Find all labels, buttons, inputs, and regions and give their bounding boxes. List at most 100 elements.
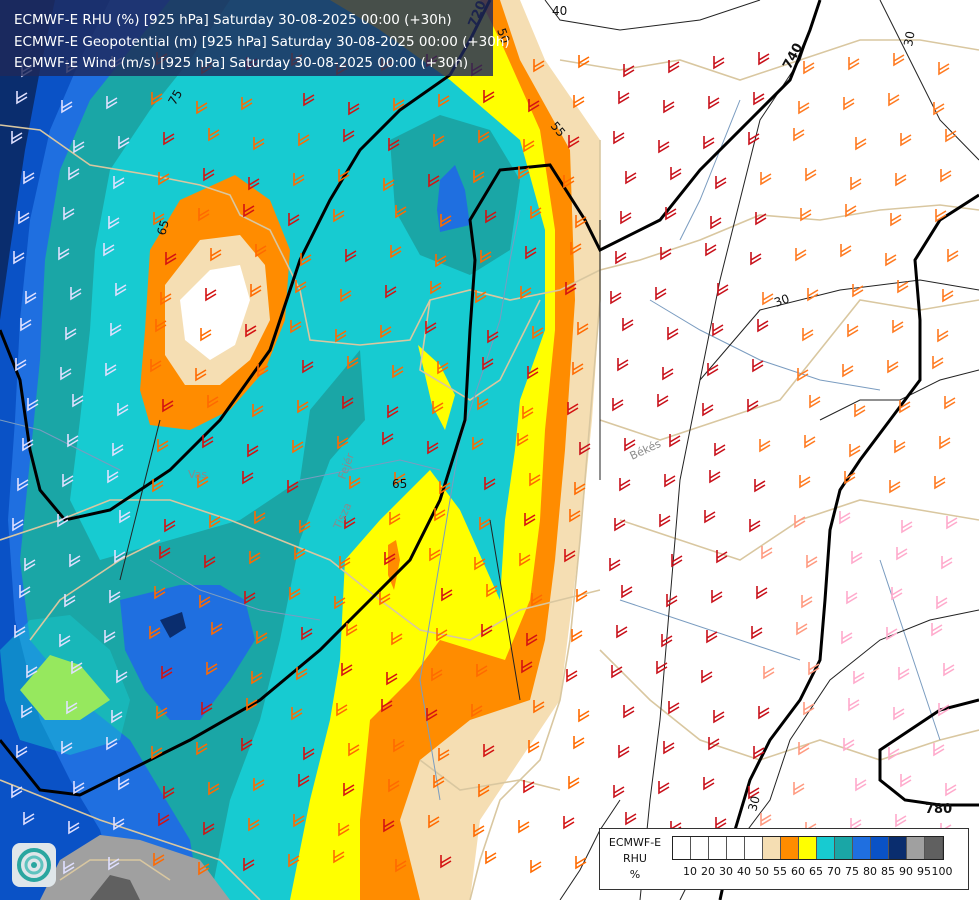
wind-barb [73,781,85,795]
wind-barb [440,855,452,869]
wind-barb [388,779,400,793]
wind-barb [395,205,407,219]
wind-barb [434,508,446,522]
wind-barb [793,782,805,796]
wind-barb [481,624,493,638]
wind-barb [395,859,407,873]
wind-barb [891,587,903,601]
wind-barb [659,514,671,528]
wind-barb [895,814,907,828]
wind-barb [568,776,580,790]
wind-barb [14,625,26,639]
wind-barb [668,701,680,715]
wind-barb [944,396,956,410]
wind-barb [934,476,946,490]
wind-barb [295,280,307,294]
wind-barb [933,102,945,116]
wind-barb [520,286,532,300]
legend-tick-label: 50 [755,865,769,878]
wind-barb [666,594,678,608]
wind-barb [747,399,759,413]
wind-barb [663,741,675,755]
wind-barb [20,318,32,332]
wind-barb [753,746,765,760]
wind-barb [346,623,358,637]
wind-barb [382,432,394,446]
wind-barb [16,745,28,759]
wind-barb [752,359,764,373]
wind-barb [242,471,254,485]
wind-barb [57,514,69,528]
wind-barb [300,253,312,267]
wind-barb [661,634,673,648]
wind-barb [157,439,169,453]
wind-barb [479,517,491,531]
wind-barb [660,247,672,261]
wind-barb [206,662,218,676]
wind-barb [149,626,161,640]
wind-barb [522,406,534,420]
wind-barb [343,783,355,797]
wind-barb [712,323,724,337]
wind-barb [343,129,355,143]
wind-barb [945,783,957,797]
wind-barb [751,626,763,640]
wind-barb [575,856,587,870]
wind-barb [345,249,357,263]
wind-barb [209,515,221,529]
wind-barb [485,851,497,865]
legend-swatch-95 [907,837,925,859]
rhu-75-band [0,0,365,900]
wind-barb [15,358,27,372]
legend-swatch-65 [799,837,817,859]
wind-barb [896,547,908,561]
wind-barb [19,585,31,599]
wind-barb [108,857,120,871]
wind-barb [938,62,950,76]
wind-barb [296,667,308,681]
wind-barb [571,629,583,643]
wind-barb [161,666,173,680]
wind-barb [799,475,811,489]
wind-barb [439,481,451,495]
wind-barb [563,816,575,830]
wind-barb [483,90,495,104]
wind-barb [572,362,584,376]
wind-barb [210,248,222,262]
wind-barb [518,820,530,834]
wind-barb [706,630,718,644]
wind-barb [117,403,129,417]
legend-title-model: ECMWF-E [608,836,662,849]
wind-barb [932,356,944,370]
wind-barb [303,747,315,761]
legend-tick-label: 90 [899,865,913,878]
wind-barb [471,704,483,718]
wind-barb [565,282,577,296]
rhu-100-area [90,875,140,900]
wind-barb [151,92,163,106]
wind-barb [333,850,345,864]
river-lines [0,99,941,801]
wind-barb [109,590,121,604]
wind-barb [664,474,676,488]
legend-ticks: 10 20 30 40 50 55 60 65 70 75 80 85 90 95 100 [672,865,964,879]
wind-barb [386,672,398,686]
wind-barb [760,172,772,186]
wind-barb [710,216,722,230]
wind-barb [287,480,299,494]
contour-label-50: 50 [494,26,512,45]
wind-barb [760,813,772,827]
wind-barb [803,702,815,716]
wind-barb [794,515,806,529]
wind-barb [850,177,862,191]
wind-barb [703,136,715,150]
wind-barb [887,360,899,374]
wind-barb [107,470,119,484]
legend-swatch-85 [871,837,889,859]
wind-barb [658,140,670,154]
wind-barb [523,139,535,153]
wind-barb [663,100,675,114]
wind-barb [429,548,441,562]
wind-barb [393,739,405,753]
